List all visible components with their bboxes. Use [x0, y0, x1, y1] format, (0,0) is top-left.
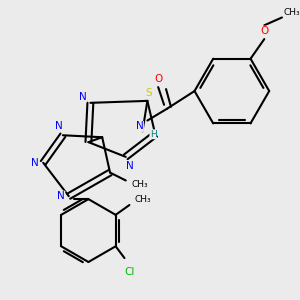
Text: N: N: [136, 122, 143, 131]
Text: Cl: Cl: [124, 267, 135, 277]
Text: CH₃: CH₃: [131, 180, 148, 189]
Text: N: N: [31, 158, 38, 168]
Text: N: N: [126, 161, 134, 171]
Text: N: N: [55, 122, 63, 131]
Text: O: O: [260, 26, 269, 36]
Text: N: N: [57, 191, 65, 201]
Text: CH₃: CH₃: [284, 8, 300, 17]
Text: CH₃: CH₃: [135, 195, 152, 204]
Text: O: O: [154, 74, 162, 84]
Text: N: N: [79, 92, 86, 102]
Text: H: H: [150, 130, 157, 139]
Text: S: S: [145, 88, 152, 98]
